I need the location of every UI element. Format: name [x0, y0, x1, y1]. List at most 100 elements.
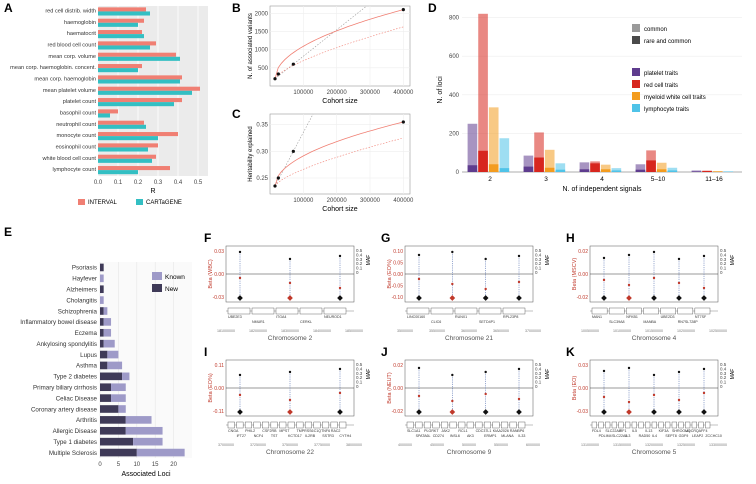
panel-b-y-tick: 500 — [258, 66, 269, 72]
panel-d-x-tick: 3 — [544, 176, 548, 183]
panel-j-gene-label: AK3 — [467, 434, 474, 438]
panel-g-maf-tick: 0.5 — [535, 248, 542, 253]
panel-j-gene-box — [492, 421, 500, 429]
panel-e-bar-new — [100, 318, 104, 326]
panel-h-maf-point — [627, 253, 631, 257]
panel-e-bar-known — [136, 448, 185, 457]
panel-h-variant-diamond — [626, 295, 632, 301]
panel-a-bar-cartagene — [98, 68, 138, 73]
panel-h-coordinate-tick: 102000000 — [677, 329, 695, 333]
panel-e-category-label: Asthma — [76, 363, 98, 370]
panel-f-coordinate-tick: 182000000 — [249, 329, 267, 333]
panel-h-coordinate-tick: 102500000 — [709, 329, 727, 333]
panel-e-legend-new: New — [165, 286, 178, 293]
panel-b-point — [401, 8, 405, 12]
panel-f-maf-tick: 0.3 — [356, 257, 363, 262]
panel-b-y-tick: 2000 — [255, 11, 269, 17]
panel-j-gene-label: INSL6 — [450, 434, 460, 438]
panel-h-gene-box — [694, 307, 711, 315]
panel-h-maf-point — [652, 250, 656, 254]
panel-e-bar-new — [100, 328, 104, 337]
panel-k-gene-label: UQCRQ — [685, 429, 699, 433]
panel-j-maf-point — [484, 370, 487, 374]
panel-k-coordinate-tick: 132000000 — [645, 443, 663, 447]
panel-e-x-tick: 15 — [152, 462, 159, 468]
panel-e-bar-new — [100, 285, 104, 294]
panel-d-legend-common: common — [644, 27, 667, 33]
panel-g-maf-tick: 0.3 — [535, 257, 542, 262]
panel-g-gene-box — [478, 307, 502, 315]
panel-g-gene-label: RPL23P8 — [503, 315, 518, 319]
panel-j-maf-label: MAF — [545, 369, 551, 380]
panel-j-gene-box — [441, 421, 449, 429]
panel-j-gene-box — [501, 421, 509, 429]
panel-k-maf-point — [652, 373, 656, 377]
panel-j-gene-box — [423, 421, 431, 429]
panel-b-x-label: Cohort size — [322, 98, 358, 105]
panel-d-loci-bars: 0 200 400 600 800 2 3 4 5–10 11–16 N. of independe… — [437, 13, 742, 193]
panel-j-gene-label: PLGRKT — [424, 429, 439, 433]
panel-a-bar-interval — [98, 86, 200, 91]
panel-e-bar-known — [122, 372, 130, 381]
panel-a-category-label: basophil count — [60, 110, 97, 116]
panel-e-bar-new — [100, 361, 108, 370]
panel-h-maf-tick: 0.5 — [720, 248, 727, 253]
panel-k-maf-point — [602, 369, 606, 373]
panel-e-category-label: Type 1 diabetes — [53, 439, 97, 446]
panel-a-bar-cartagene — [98, 124, 146, 129]
panel-d-bar-total — [712, 171, 723, 172]
panel-j-coordinate-tick: 6000000 — [526, 443, 540, 447]
panel-i-y-tick: -0.11 — [213, 409, 224, 415]
panel-k-coordinate-tick: 131500000 — [613, 443, 631, 447]
panel-j-gene-box — [518, 421, 526, 429]
panel-e-bar-known — [103, 339, 115, 348]
panel-i-coordinate-tick: 38000000 — [346, 443, 362, 447]
panel-c-point — [291, 149, 295, 153]
panel-label-g: G — [381, 231, 390, 245]
panel-f-maf-tick: 0.1 — [356, 266, 363, 271]
panel-d-x-tick: 5–10 — [651, 176, 666, 183]
panel-i-maf-point — [288, 370, 292, 374]
panel-j-coordinate-tick: 5000000 — [462, 443, 476, 447]
panel-a-x-tick: 0.3 — [154, 180, 163, 186]
panel-label-i: I — [204, 345, 207, 359]
panel-h-gene-box — [660, 307, 676, 315]
panel-j-gene-box — [449, 421, 457, 429]
panel-k-maf-tick: 0 — [720, 384, 723, 389]
panel-d-bar-total — [523, 155, 534, 172]
panel-h-variant-diamond — [651, 295, 657, 301]
panel-f-coordinate-tick: 185000000 — [345, 329, 363, 333]
panel-k-gene-label: IL13 — [645, 429, 652, 433]
panel-e-bar-known — [133, 437, 163, 446]
panel-f-y-tick: 0.03 — [214, 249, 224, 255]
panel-k-coordinate-tick: 133000000 — [709, 443, 727, 447]
panel-i-gene-label: CNGA — [228, 429, 239, 433]
panel-a-bar-interval — [98, 64, 142, 69]
panel-j-gene-label: RANBP6 — [510, 429, 524, 433]
panel-e-category-label: Allergic Disease — [53, 428, 98, 435]
panel-g-gene-label: LINC00160 — [407, 315, 425, 319]
panel-f-coordinate-tick: 184000000 — [313, 329, 331, 333]
panel-h-gene-box — [626, 307, 642, 315]
panel-e-category-label: Multiple Sclerosis — [49, 450, 97, 457]
panel-h-gene-label: NT7SF — [695, 315, 707, 319]
panel-i-gene-label: IFT27 — [237, 434, 246, 438]
panel-d-bar-total — [499, 138, 510, 172]
panel-i-beta-point — [338, 391, 342, 395]
panel-d-x-tick: 2 — [488, 176, 492, 183]
panel-f-beta-point — [238, 276, 242, 280]
panel-i-gene-label: TST — [271, 434, 279, 438]
panel-k-beta-point — [702, 391, 706, 395]
panel-k-gene-label: LEAP2 — [692, 434, 703, 438]
panel-i-coordinate-tick: 37500000 — [282, 443, 298, 447]
panel-e-bar-known — [107, 361, 123, 370]
panel-a-bar-interval — [98, 166, 170, 171]
panel-d-bar-total — [656, 162, 667, 172]
panel-g-maf-point — [451, 250, 454, 254]
panel-d-y-tick: 800 — [449, 16, 460, 22]
panel-e-bar-new — [100, 372, 123, 381]
panel-f-gene-box — [299, 307, 323, 315]
panel-i-maf-point — [238, 373, 242, 377]
panel-i-y-tick: 0.00 — [214, 386, 224, 392]
panel-d-bar-total — [579, 162, 590, 172]
